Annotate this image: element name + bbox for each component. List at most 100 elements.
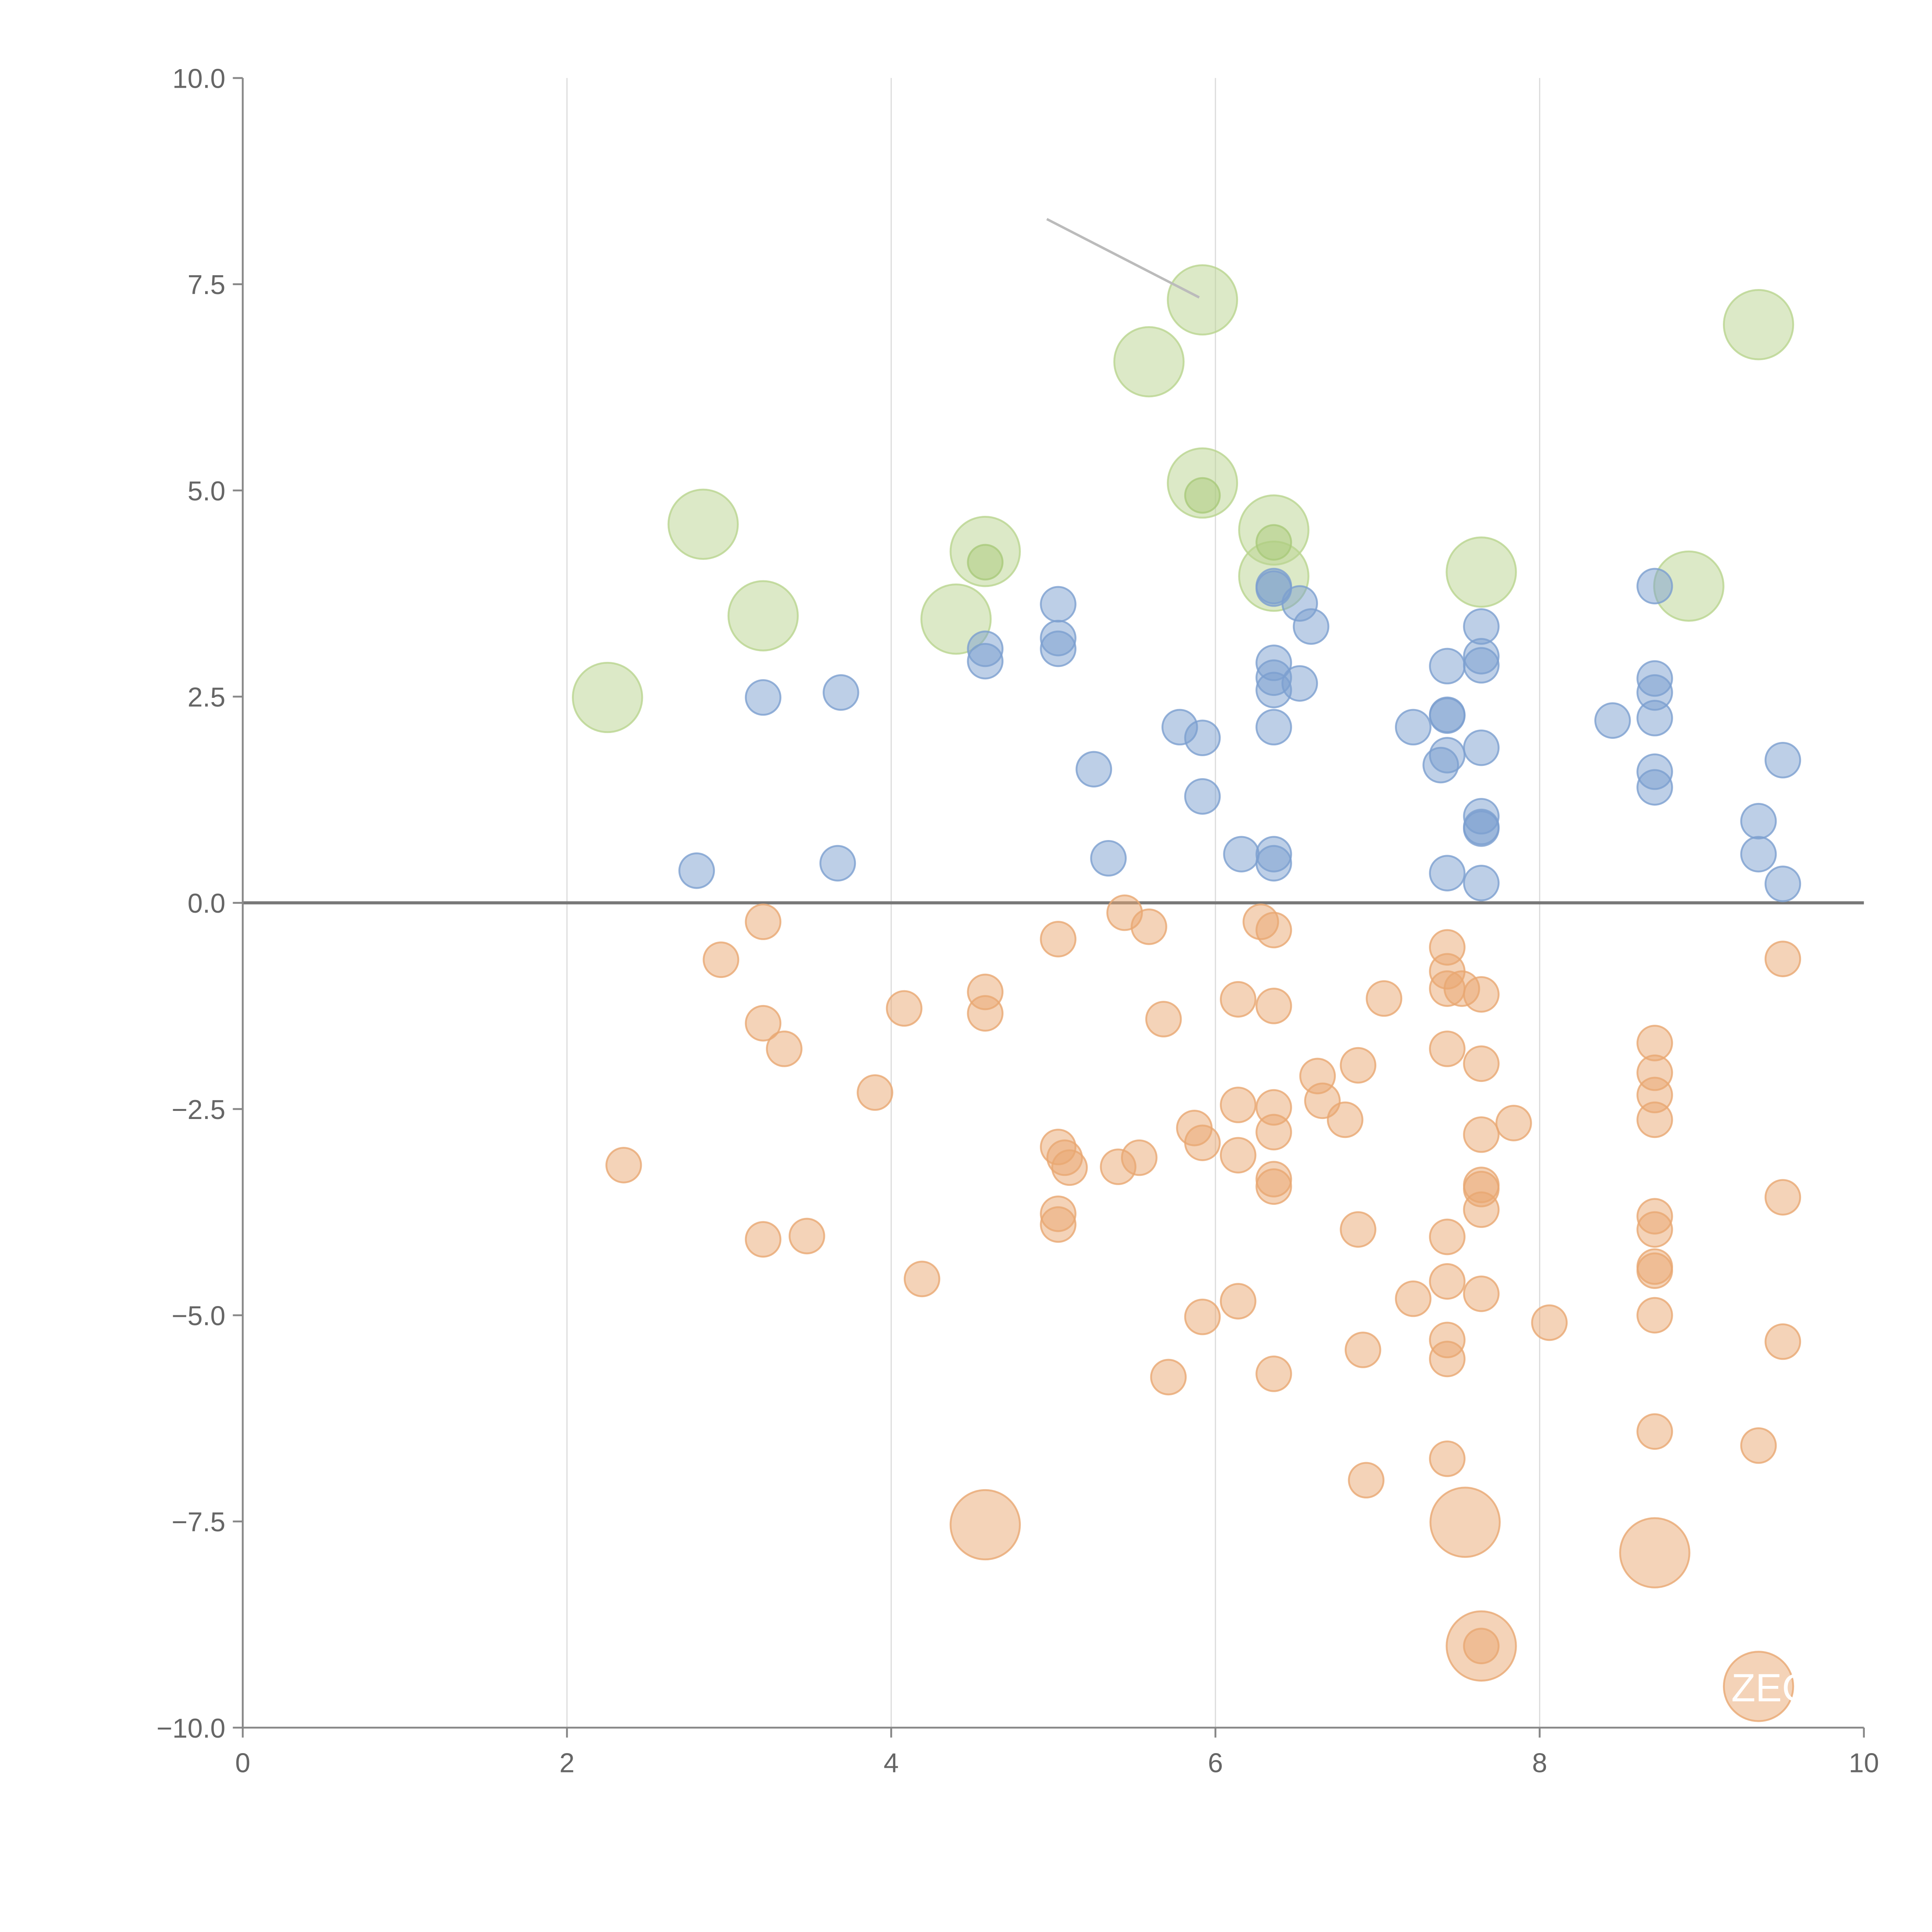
point-positive [1293,608,1330,645]
y-tick: 5.0 [187,476,243,506]
point-negative [1740,1427,1777,1464]
point-negative [1255,988,1292,1024]
point-negative-large [1446,1610,1517,1682]
y-tick: −7.5 [172,1507,243,1537]
point-negative [1463,1191,1500,1228]
point-negative [1495,1105,1532,1141]
point-negative [903,1260,940,1298]
point-negative [1395,1280,1432,1317]
point-positive [1463,810,1500,847]
x-tick: 10 [1849,1728,1879,1778]
point-negative [1327,1101,1364,1138]
y-tick: −2.5 [172,1094,243,1125]
point-positive [967,643,1004,680]
point-negative [1345,1332,1381,1368]
point-positive [1184,719,1221,756]
point-negative [1429,1218,1466,1255]
point-positive [1740,803,1777,840]
point-negative [1184,1124,1221,1161]
y-tick: 2.5 [187,682,243,713]
point-positive [1090,840,1127,877]
point-positive [819,845,856,882]
annotations: ZEC [1046,218,1811,1710]
point-negative [1764,1179,1801,1216]
point-negative [1131,908,1167,945]
point-negative-large [949,1489,1021,1561]
point-negative [788,1218,825,1255]
x-tick-label: 6 [1208,1748,1223,1778]
point-negative [702,941,740,978]
point-negative [1764,940,1801,977]
x-tick-label: 2 [560,1748,575,1778]
point-positive [1429,648,1466,685]
x-tick: 8 [1532,1728,1547,1778]
point-label: ZEC [1731,1665,1811,1710]
point-negative [1636,1101,1673,1138]
point-negative [1340,1047,1376,1084]
point-negative [1366,980,1403,1017]
x-tick: 4 [884,1728,899,1778]
point-negative [1463,1276,1500,1312]
point-negative [1040,1206,1077,1243]
point-negative [1255,1168,1292,1205]
x-tick: 2 [560,1728,575,1778]
point-negative [1348,1462,1384,1499]
point-negative [1145,1001,1182,1037]
y-tick: −5.0 [172,1300,243,1331]
point-negative [1429,1340,1466,1378]
y-tick-label: −5.0 [172,1300,225,1331]
point-negative [1121,1139,1158,1176]
point-positive [1636,769,1673,806]
y-tick-label: −2.5 [172,1094,225,1125]
point-negative [1636,1211,1673,1248]
point-negative [1764,1323,1801,1360]
y-tick: 0.0 [187,888,243,918]
axes: 0 2 4 6 8 10 10.0 7.5 5.0 2.5 0.0 −2.5 −5.0 −7.5 −10.0 [156,63,1879,1778]
point-positive [745,679,782,716]
point-positive [1764,866,1801,902]
point-negative [745,903,782,940]
point-negative [1184,1298,1221,1335]
point-negative-large [1723,1651,1794,1722]
point-negative [1051,1149,1088,1186]
point-negative [1463,976,1500,1013]
point-positive [1223,836,1260,872]
point-highlight [667,488,739,560]
point-positive [1281,665,1318,702]
point-negative [857,1074,893,1111]
data-points [572,264,1801,1722]
y-tick-label: 5.0 [187,476,225,506]
x-tick-label: 0 [235,1748,250,1778]
point-negative [1219,1137,1257,1174]
point-highlight [727,580,799,651]
point-highlight [1113,326,1185,398]
point-positive [1255,845,1292,882]
point-negative [1463,1116,1500,1153]
point-negative [1636,1413,1673,1450]
point-negative [1636,1252,1673,1289]
x-tick: 6 [1208,1728,1223,1778]
point-highlight-small [1255,524,1292,561]
point-negative [1429,1263,1466,1300]
point-negative [1340,1211,1376,1248]
point-negative [1429,1031,1466,1067]
point-positive [1463,647,1500,684]
point-highlight-small [1184,477,1221,514]
point-positive [1255,709,1292,746]
point-negative [1429,1440,1466,1477]
point-negative [1636,1297,1673,1334]
point-negative [1255,912,1292,949]
point-positive [1429,855,1466,891]
y-tick: 7.5 [187,269,243,300]
y-tick-label: 2.5 [187,682,225,713]
y-tick-label: 7.5 [187,269,225,300]
point-negative [1150,1359,1187,1396]
point-highlight-small [967,544,1004,581]
point-positive [1764,742,1801,779]
x-tick-label: 4 [884,1748,899,1778]
x-tick-label: 8 [1532,1748,1547,1778]
point-negative [745,1221,782,1258]
point-negative-large [1429,1486,1501,1558]
y-tick: −10.0 [156,1713,243,1743]
point-highlight [1446,536,1517,608]
